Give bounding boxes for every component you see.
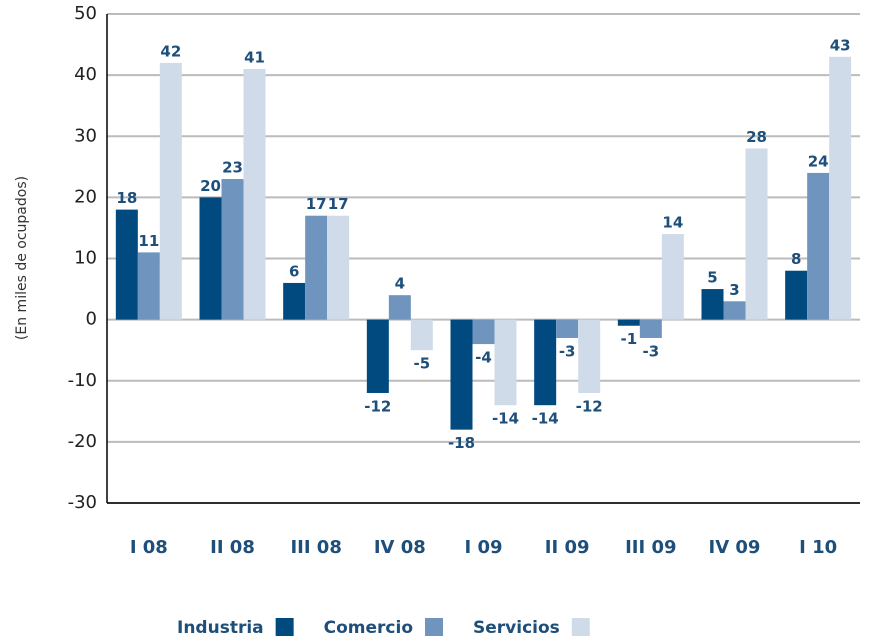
data-label: -5 bbox=[413, 355, 430, 373]
x-tick-label: II 08 bbox=[210, 537, 255, 558]
bar bbox=[243, 69, 266, 320]
x-tick-label: III 08 bbox=[290, 537, 341, 558]
bar bbox=[661, 234, 684, 320]
bar bbox=[283, 282, 306, 320]
bar bbox=[472, 319, 495, 345]
data-label: -12 bbox=[364, 397, 391, 415]
data-label: 8 bbox=[791, 250, 801, 268]
data-label: 6 bbox=[289, 262, 299, 280]
bar bbox=[137, 252, 160, 320]
bar bbox=[617, 319, 640, 326]
legend-label: Servicios bbox=[473, 618, 560, 638]
bar bbox=[494, 319, 517, 406]
data-label: -3 bbox=[559, 342, 576, 360]
bar bbox=[807, 172, 830, 320]
data-label: -12 bbox=[576, 397, 603, 415]
bar bbox=[388, 295, 411, 320]
bar bbox=[785, 270, 808, 320]
y-tick-label: 20 bbox=[74, 186, 97, 207]
x-tick-label: III 09 bbox=[625, 537, 676, 558]
legend-swatch bbox=[275, 618, 294, 636]
y-tick-label: -20 bbox=[68, 431, 97, 452]
y-tick-label: 10 bbox=[74, 248, 97, 269]
bar bbox=[639, 319, 662, 338]
bar bbox=[159, 62, 182, 320]
legend-swatch bbox=[571, 618, 590, 636]
x-tick-label: I 08 bbox=[130, 537, 168, 558]
y-axis-label: (En miles de ocupados) bbox=[14, 176, 30, 340]
y-tick-label: 30 bbox=[74, 125, 97, 146]
bar bbox=[701, 289, 724, 320]
bar bbox=[556, 319, 579, 338]
x-tick-label: IV 08 bbox=[374, 537, 426, 558]
bar bbox=[578, 319, 601, 393]
data-label: -3 bbox=[642, 342, 659, 360]
x-tick-label: II 09 bbox=[545, 537, 590, 558]
bar bbox=[829, 56, 852, 320]
data-label: -4 bbox=[475, 349, 492, 367]
data-label: 14 bbox=[662, 214, 683, 232]
bar bbox=[327, 215, 350, 320]
y-tick-label: -30 bbox=[68, 492, 97, 513]
bar bbox=[745, 148, 768, 320]
data-label: -1 bbox=[620, 330, 637, 348]
bar bbox=[410, 319, 433, 351]
x-tick-label: I 10 bbox=[799, 537, 837, 558]
data-label: 20 bbox=[200, 177, 221, 195]
bar bbox=[366, 319, 389, 393]
data-label: 42 bbox=[160, 42, 181, 60]
bar bbox=[221, 179, 244, 320]
x-tick-label: I 09 bbox=[464, 537, 502, 558]
data-label: 41 bbox=[244, 49, 265, 67]
x-tick-label: IV 09 bbox=[709, 537, 761, 558]
data-label: 17 bbox=[328, 195, 349, 213]
data-label: -18 bbox=[448, 434, 475, 452]
data-label: 4 bbox=[395, 275, 405, 293]
data-label: 11 bbox=[138, 232, 159, 250]
data-label: -14 bbox=[532, 410, 559, 428]
bar bbox=[450, 319, 473, 430]
bar bbox=[199, 197, 222, 320]
data-label: 17 bbox=[306, 195, 327, 213]
data-label: 5 bbox=[707, 269, 717, 287]
data-label: 23 bbox=[222, 159, 243, 177]
data-label: 28 bbox=[746, 128, 767, 146]
data-label: 43 bbox=[830, 36, 851, 54]
data-label: 18 bbox=[116, 189, 137, 207]
legend-swatch bbox=[425, 618, 444, 636]
bar bbox=[534, 319, 557, 406]
bar bbox=[305, 215, 328, 320]
data-label: 3 bbox=[729, 281, 739, 299]
y-tick-label: 40 bbox=[74, 64, 97, 85]
data-label: 24 bbox=[808, 152, 829, 170]
y-tick-label: 50 bbox=[74, 3, 97, 24]
bar bbox=[115, 209, 138, 320]
y-tick-label: 0 bbox=[86, 309, 97, 330]
legend-label: Industria bbox=[177, 618, 264, 638]
bar bbox=[723, 301, 746, 320]
data-label: -14 bbox=[492, 410, 519, 428]
legend-label: Comercio bbox=[324, 618, 413, 638]
y-tick-label: -10 bbox=[68, 370, 97, 391]
